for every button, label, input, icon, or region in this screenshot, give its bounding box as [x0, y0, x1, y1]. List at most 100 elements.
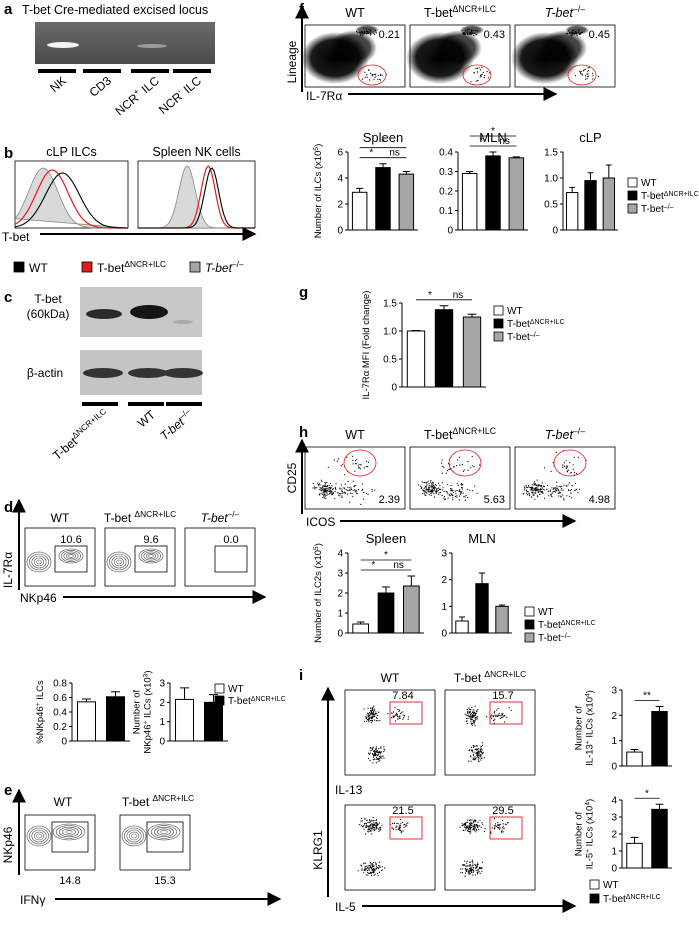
event-dot	[471, 822, 473, 825]
event-dot	[384, 749, 386, 751]
histogram	[138, 165, 255, 229]
error-bar	[82, 698, 91, 702]
event-dot	[376, 825, 378, 827]
plot-title: cLP ILCs	[46, 145, 97, 159]
significance-label: ns	[499, 136, 510, 147]
event-dot	[360, 825, 362, 827]
y-tick-label: 2	[337, 200, 343, 211]
event-dot	[587, 73, 589, 75]
event-dot	[481, 861, 484, 863]
event-dot	[381, 757, 383, 759]
text-part: ΔNCR+ILC	[530, 319, 565, 326]
event-dot	[561, 485, 563, 487]
event-dot	[377, 824, 379, 826]
contour	[148, 554, 154, 558]
event-dot	[381, 869, 383, 872]
event-dot	[337, 458, 340, 460]
event-dot	[474, 874, 476, 876]
event-dot	[426, 484, 428, 486]
event-dot	[378, 871, 381, 873]
bar	[508, 157, 525, 231]
event-dot	[367, 466, 369, 468]
event-dot	[368, 872, 370, 874]
event-dot	[381, 824, 383, 826]
event-dot	[380, 73, 382, 75]
event-dot	[474, 758, 476, 760]
event-dot	[503, 721, 506, 723]
event-dot	[481, 66, 483, 68]
event-dot	[471, 746, 473, 749]
significance-label: **	[643, 690, 651, 701]
text-part: ΔNCR+ILC	[124, 259, 166, 269]
event-dot	[561, 487, 563, 489]
event-dot	[464, 822, 466, 824]
event-dot	[335, 483, 337, 485]
event-dot	[330, 492, 332, 494]
event-dot	[577, 456, 580, 458]
event-dot	[327, 493, 329, 495]
lane-label: CD3	[87, 73, 115, 99]
event-dot	[369, 759, 371, 762]
legend-label: T-bet–/–	[641, 204, 674, 216]
event-dot	[473, 711, 475, 714]
event-dot	[393, 711, 395, 713]
event-dot	[364, 823, 366, 825]
event-dot	[319, 484, 321, 486]
event-dot	[538, 491, 540, 493]
event-dot	[466, 31, 468, 33]
event-dot	[381, 866, 383, 868]
event-dot	[371, 869, 373, 871]
event-dot	[486, 716, 488, 718]
event-dot	[475, 718, 477, 720]
text-part: T-bet	[545, 428, 574, 442]
event-dot	[366, 74, 368, 76]
label: β-actin	[27, 366, 63, 380]
chart-title: Spleen	[363, 130, 403, 145]
lane-bar	[83, 69, 121, 73]
event-dot	[371, 713, 373, 715]
event-dot	[470, 870, 473, 872]
event-dot	[550, 470, 552, 472]
event-dot	[393, 715, 395, 718]
event-dot	[470, 467, 472, 469]
text-part: ILCs (x10	[585, 697, 596, 740]
text-part: +	[142, 721, 149, 725]
bar	[402, 585, 420, 634]
event-dot	[329, 487, 332, 489]
bar	[584, 180, 597, 231]
contour	[31, 555, 47, 569]
lane-label: NK	[47, 74, 69, 95]
event-dot	[492, 720, 495, 722]
event-dot	[467, 711, 469, 714]
blot-band	[86, 309, 122, 319]
event-dot	[342, 463, 344, 465]
text-part: )	[143, 670, 154, 673]
event-dot	[501, 819, 504, 822]
event-dot	[362, 826, 364, 828]
y-axis-label: %NKp46+ ILCs	[35, 680, 47, 744]
lane-bar	[128, 402, 164, 406]
event-dot	[530, 486, 533, 488]
panel-letter: i	[299, 667, 303, 684]
event-dot	[464, 713, 466, 715]
event-dot	[471, 861, 473, 863]
event-dot	[348, 490, 350, 492]
event-dot	[422, 492, 424, 495]
event-dot	[443, 490, 445, 492]
event-dot	[358, 32, 361, 34]
bar	[651, 808, 668, 869]
event-dot	[403, 826, 405, 828]
event-dot	[468, 831, 470, 833]
event-dot	[443, 466, 445, 468]
event-dot	[473, 35, 475, 37]
event-dot	[554, 491, 557, 493]
gate-value: 0.21	[379, 29, 400, 41]
y-tick-label: 0	[61, 737, 67, 748]
event-dot	[459, 493, 462, 495]
axis-label: ICOS	[306, 515, 335, 529]
event-dot	[463, 824, 465, 826]
event-dot	[471, 724, 473, 726]
event-dot	[383, 746, 385, 748]
contour	[113, 557, 125, 567]
event-dot	[334, 498, 336, 500]
